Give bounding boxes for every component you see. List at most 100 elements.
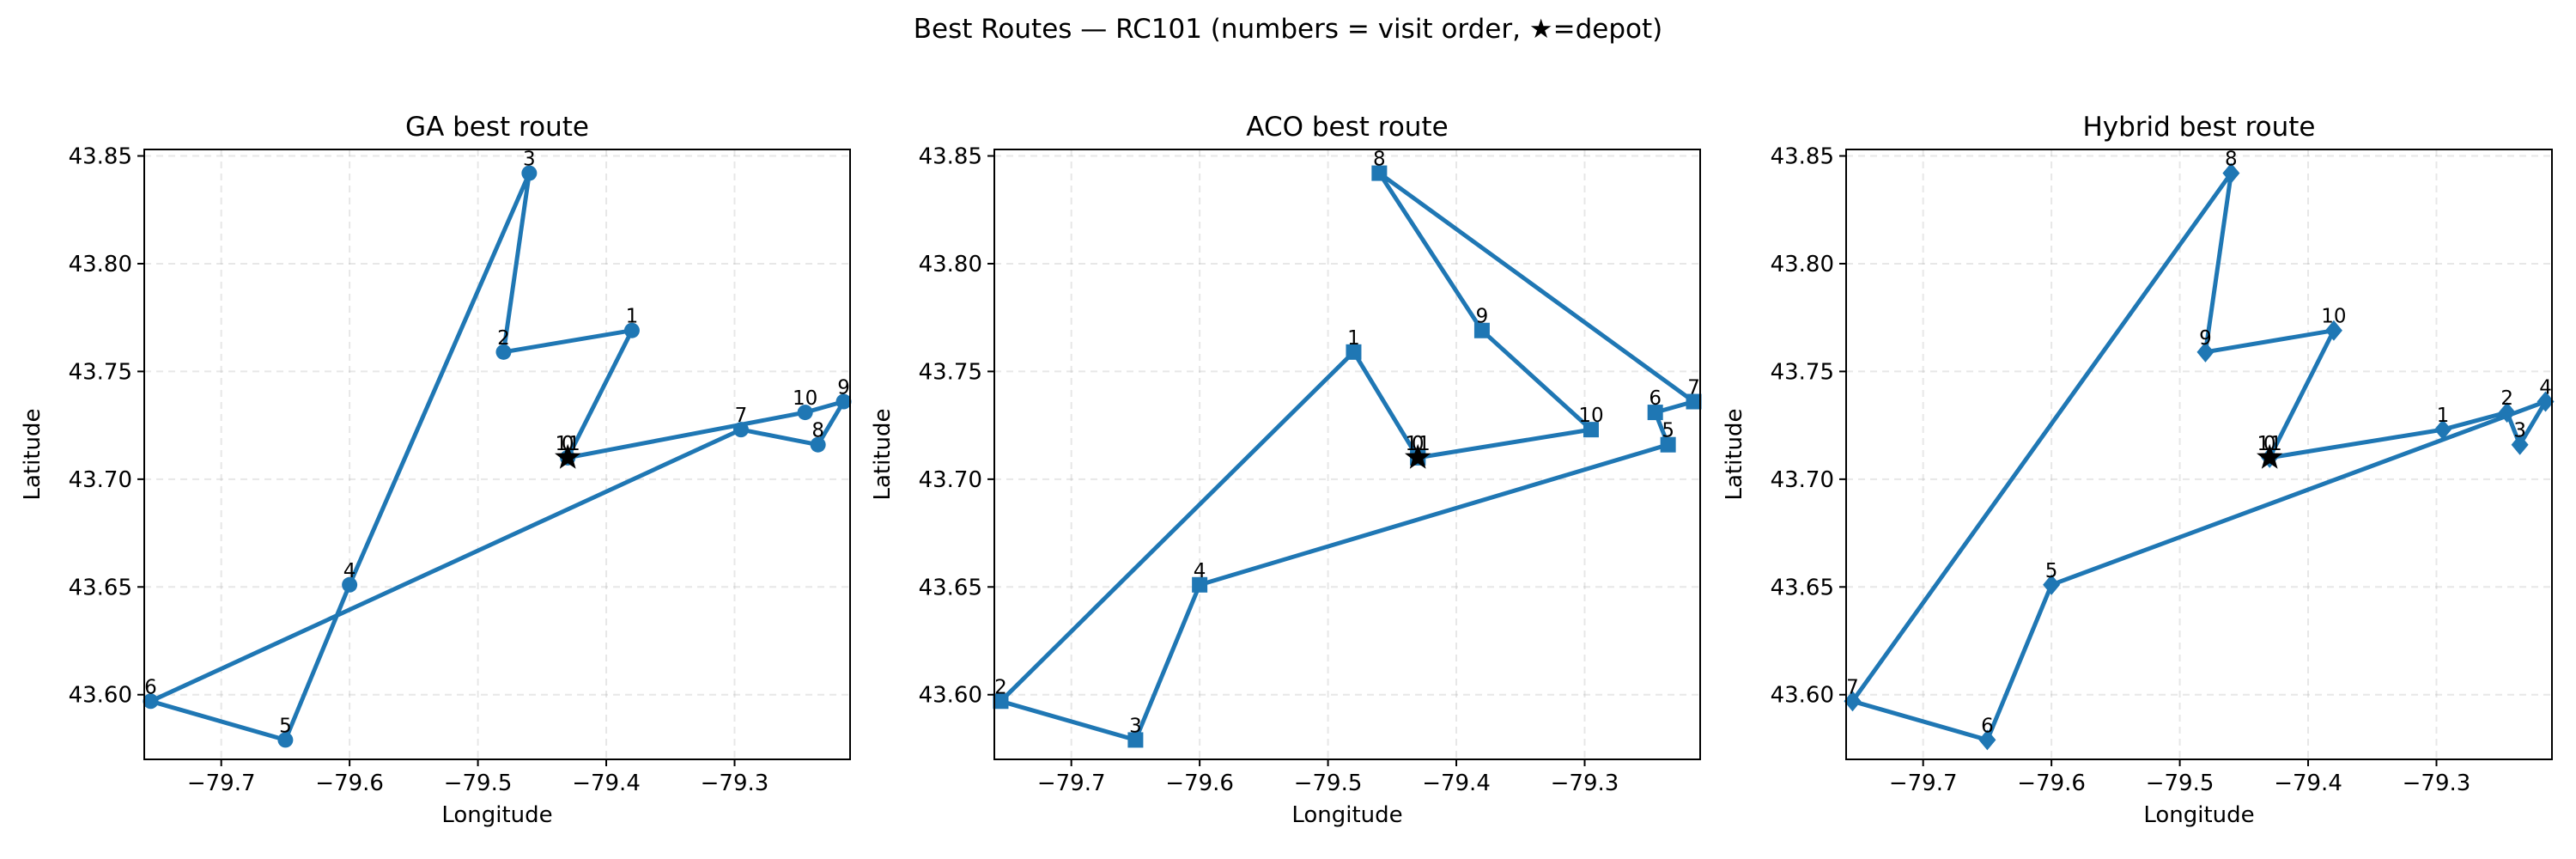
route-label-7: 7 xyxy=(1687,377,1700,399)
panel-title: Hybrid best route xyxy=(2082,112,2315,143)
route-label-11: 11 xyxy=(1406,433,1431,455)
route-label-6: 6 xyxy=(144,676,157,698)
plot-frame xyxy=(143,149,851,760)
route-point-4 xyxy=(1192,576,1208,593)
y-tick-label: 43.85 xyxy=(1771,144,1834,170)
y-tick-label: 43.60 xyxy=(69,683,132,709)
x-tick-label: −79.6 xyxy=(1165,771,1234,796)
route-point-8 xyxy=(2222,162,2240,184)
x-tick-label: −79.4 xyxy=(572,771,641,796)
route-label-10: 10 xyxy=(793,387,817,410)
x-tick-label: −79.4 xyxy=(1422,771,1491,796)
route-point-5 xyxy=(2043,574,2061,595)
route-label-4: 4 xyxy=(2539,377,2552,399)
y-tick-label: 43.85 xyxy=(919,144,982,170)
route-point-3 xyxy=(2511,434,2529,455)
x-tick-label: −79.6 xyxy=(2017,771,2086,796)
route-point-8 xyxy=(1371,165,1388,181)
y-tick-label: 43.75 xyxy=(69,359,132,385)
route-point-10 xyxy=(1583,422,1599,438)
route-label-9: 9 xyxy=(2199,327,2212,350)
route-point-4 xyxy=(342,576,358,593)
x-tick-label: −79.3 xyxy=(701,771,769,796)
panel-title: GA best route xyxy=(405,112,589,143)
route-label-11: 11 xyxy=(556,433,580,455)
route-label-2: 2 xyxy=(2500,387,2513,410)
x-tick-label: −79.7 xyxy=(1037,771,1106,796)
panel-hybrid: 0 1 234 5 6 7 8 9 10 11 −79.7 −79.6 −79.5 −79.4 −79.3 4… xyxy=(1722,112,2555,828)
route-point-10 xyxy=(797,405,813,421)
route-point-2 xyxy=(2498,402,2516,423)
y-tick-label: 43.75 xyxy=(1771,359,1834,385)
route-label-0: 0 xyxy=(1412,433,1425,455)
route-label-7: 7 xyxy=(735,405,748,427)
route-label-0: 0 xyxy=(562,433,574,455)
x-axis-label: Longitude xyxy=(1291,802,1402,828)
route-point-5 xyxy=(1660,436,1676,453)
y-tick-label: 43.70 xyxy=(1771,467,1834,493)
y-axis-label: Latitude xyxy=(1722,408,1747,500)
x-tick-label: −79.5 xyxy=(1294,771,1363,796)
route-label-8: 8 xyxy=(1373,149,1386,171)
route-label-3: 3 xyxy=(2513,420,2526,442)
route-point-7 xyxy=(732,422,749,438)
plot-frame xyxy=(993,149,1701,760)
y-tick-label: 43.65 xyxy=(919,575,982,600)
x-axis-label: Longitude xyxy=(2143,802,2254,828)
route-label-10: 10 xyxy=(2321,306,2346,328)
route-point-8 xyxy=(810,436,826,453)
route-label-5: 5 xyxy=(1662,420,1674,442)
route-label-5: 5 xyxy=(2045,560,2058,582)
route-point-9 xyxy=(2196,341,2215,362)
x-tick-label: −79.3 xyxy=(1551,771,1619,796)
route-point-6 xyxy=(1978,729,1996,751)
panel-ga: 0 1 2 3 4 5 6 7 89 10 11 −79.7 −79.6 −79.5 −79.4 −79.3 4… xyxy=(20,112,852,828)
route-label-4: 4 xyxy=(343,560,356,582)
panel-title: ACO best route xyxy=(1246,112,1448,143)
route-label-0: 0 xyxy=(2263,433,2276,455)
route-label-3: 3 xyxy=(523,149,536,171)
y-tick-label: 43.60 xyxy=(919,683,982,709)
route-label-8: 8 xyxy=(2225,149,2238,171)
route-label-7: 7 xyxy=(1846,676,1859,698)
y-axis-label: Latitude xyxy=(870,408,896,500)
y-tick-label: 43.70 xyxy=(69,467,132,493)
depot-star xyxy=(555,443,581,469)
depot-star xyxy=(1405,443,1431,469)
y-tick-label: 43.65 xyxy=(1771,575,1834,600)
route-point-6 xyxy=(143,693,159,710)
y-tick-label: 43.75 xyxy=(919,359,982,385)
x-tick-label: −79.5 xyxy=(444,771,513,796)
route-point-7 xyxy=(1844,691,1862,712)
route-line xyxy=(1850,171,2548,742)
x-tick-label: −79.3 xyxy=(2403,771,2471,796)
route-label-6: 6 xyxy=(1981,715,1994,737)
route-label-1: 1 xyxy=(2437,405,2450,427)
y-tick-label: 43.80 xyxy=(1771,252,1834,277)
route-point-4 xyxy=(2537,391,2555,412)
y-tick-label: 43.65 xyxy=(69,575,132,600)
x-axis-label: Longitude xyxy=(441,802,552,828)
route-point-9 xyxy=(835,393,852,410)
panel-aco: 0 1 2 3 4 56 7 8 9 10 11 −79.7 −79.6 −79.5 −79.4 −79.3 4… xyxy=(870,112,1702,828)
x-tick-label: −79.7 xyxy=(187,771,256,796)
x-tick-label: −79.6 xyxy=(315,771,384,796)
plot-frame xyxy=(1845,149,2553,760)
route-point-2 xyxy=(495,344,512,360)
y-tick-label: 43.80 xyxy=(69,252,132,277)
y-tick-label: 43.85 xyxy=(69,144,132,170)
y-tick-label: 43.80 xyxy=(919,252,982,277)
route-point-10 xyxy=(2324,320,2342,341)
route-label-10: 10 xyxy=(1578,405,1603,427)
route-point-3 xyxy=(1127,732,1144,748)
route-point-1 xyxy=(623,322,640,338)
route-label-9: 9 xyxy=(1476,306,1489,328)
y-tick-label: 43.60 xyxy=(1771,683,1834,709)
route-point-2 xyxy=(993,693,1009,710)
route-label-4: 4 xyxy=(1194,560,1206,582)
x-tick-label: −79.5 xyxy=(2146,771,2215,796)
route-label-3: 3 xyxy=(1129,715,1142,737)
route-label-5: 5 xyxy=(279,715,292,737)
route-line xyxy=(149,171,846,742)
